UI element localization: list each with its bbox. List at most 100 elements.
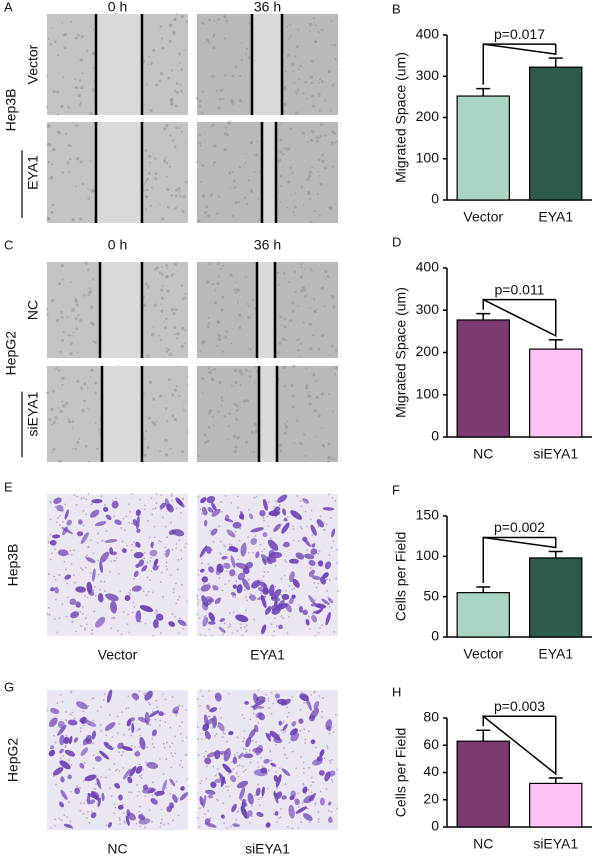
pore [122, 517, 125, 520]
cell-speck [178, 190, 181, 193]
stained-cell [235, 562, 249, 570]
stained-cell [105, 514, 112, 520]
cell-speck [176, 332, 180, 336]
cell-speck [92, 51, 96, 56]
cell-speck [57, 130, 61, 133]
pore [321, 624, 323, 626]
pore [225, 827, 228, 830]
stained-cell [131, 722, 135, 733]
cell-speck [201, 376, 205, 380]
stained-cell [266, 733, 272, 738]
stained-cell [151, 729, 158, 737]
stained-cell [54, 586, 59, 594]
stained-cell [201, 506, 208, 516]
pore [92, 742, 94, 745]
cell-speck [60, 310, 63, 314]
stained-cell [236, 780, 249, 789]
cell-speck [333, 131, 337, 135]
pore [164, 698, 167, 701]
pore [185, 709, 187, 712]
pore [297, 603, 300, 606]
pore [245, 629, 248, 632]
pore [166, 536, 169, 539]
pore [286, 715, 289, 718]
significance-bracket [482, 536, 557, 583]
stained-cell [76, 701, 88, 710]
stained-cell [277, 599, 285, 609]
pore [155, 699, 158, 702]
cell-speck [278, 443, 283, 448]
cell-speck [221, 399, 224, 402]
pore [164, 721, 167, 724]
pore [309, 628, 311, 631]
cell-speck [252, 298, 255, 302]
pore [297, 805, 300, 808]
stained-cell [322, 572, 329, 579]
pore [75, 504, 78, 506]
cell-speck [216, 344, 219, 348]
pore [292, 539, 295, 542]
stained-cell [199, 796, 204, 806]
cell-speck [58, 282, 61, 286]
cell-speck [319, 182, 324, 186]
pore [136, 784, 138, 786]
pore [150, 570, 153, 573]
stained-cell [319, 797, 325, 806]
cell-speck [213, 19, 216, 22]
pore [135, 822, 138, 825]
cell-speck [163, 127, 166, 131]
stained-cell [277, 494, 288, 503]
pore [196, 726, 199, 729]
pore [197, 574, 200, 576]
cell-speck [254, 429, 259, 433]
pore [126, 623, 129, 626]
cell-speck [164, 453, 169, 457]
cell-speck [237, 435, 241, 439]
pore [228, 543, 231, 546]
cell-speck [289, 23, 292, 26]
cell-speck [160, 296, 165, 300]
cell-speck [223, 131, 228, 136]
pore [200, 779, 203, 782]
pore [231, 631, 234, 634]
cell-speck [234, 291, 238, 294]
pore [186, 778, 188, 781]
cell-speck [227, 122, 230, 125]
stained-cell [244, 701, 250, 705]
stained-cell [49, 539, 57, 546]
cell-speck [294, 111, 299, 115]
cell-speck [81, 408, 85, 413]
cell-speck [74, 36, 78, 40]
cell-speck [196, 454, 200, 458]
stained-cell [180, 786, 185, 791]
cell-speck [69, 341, 73, 345]
pore [175, 582, 177, 585]
cell-speck [55, 319, 60, 323]
pore [127, 729, 130, 731]
cell-speck [56, 113, 60, 116]
stained-cell [261, 557, 267, 566]
cell-speck [173, 388, 178, 392]
stained-cell [208, 566, 215, 573]
pore [307, 730, 310, 733]
stained-cell [104, 722, 116, 731]
pore [243, 717, 245, 720]
cell-speck [227, 438, 230, 441]
pore [308, 821, 311, 823]
pore [291, 750, 294, 753]
pore [334, 499, 337, 502]
stained-cell [311, 614, 317, 623]
stained-cell [208, 612, 216, 622]
stained-cell [66, 519, 72, 526]
pore [314, 746, 317, 749]
stained-cell [232, 521, 242, 529]
cell-speck [231, 101, 235, 105]
y-tick-label: 50 [423, 587, 439, 603]
cell-speck [151, 420, 155, 424]
pore [91, 502, 94, 505]
cell-speck [218, 380, 222, 384]
cell-speck [155, 266, 159, 270]
cell-speck [83, 382, 87, 386]
cell-speck [277, 160, 280, 163]
stained-cell [228, 731, 234, 736]
